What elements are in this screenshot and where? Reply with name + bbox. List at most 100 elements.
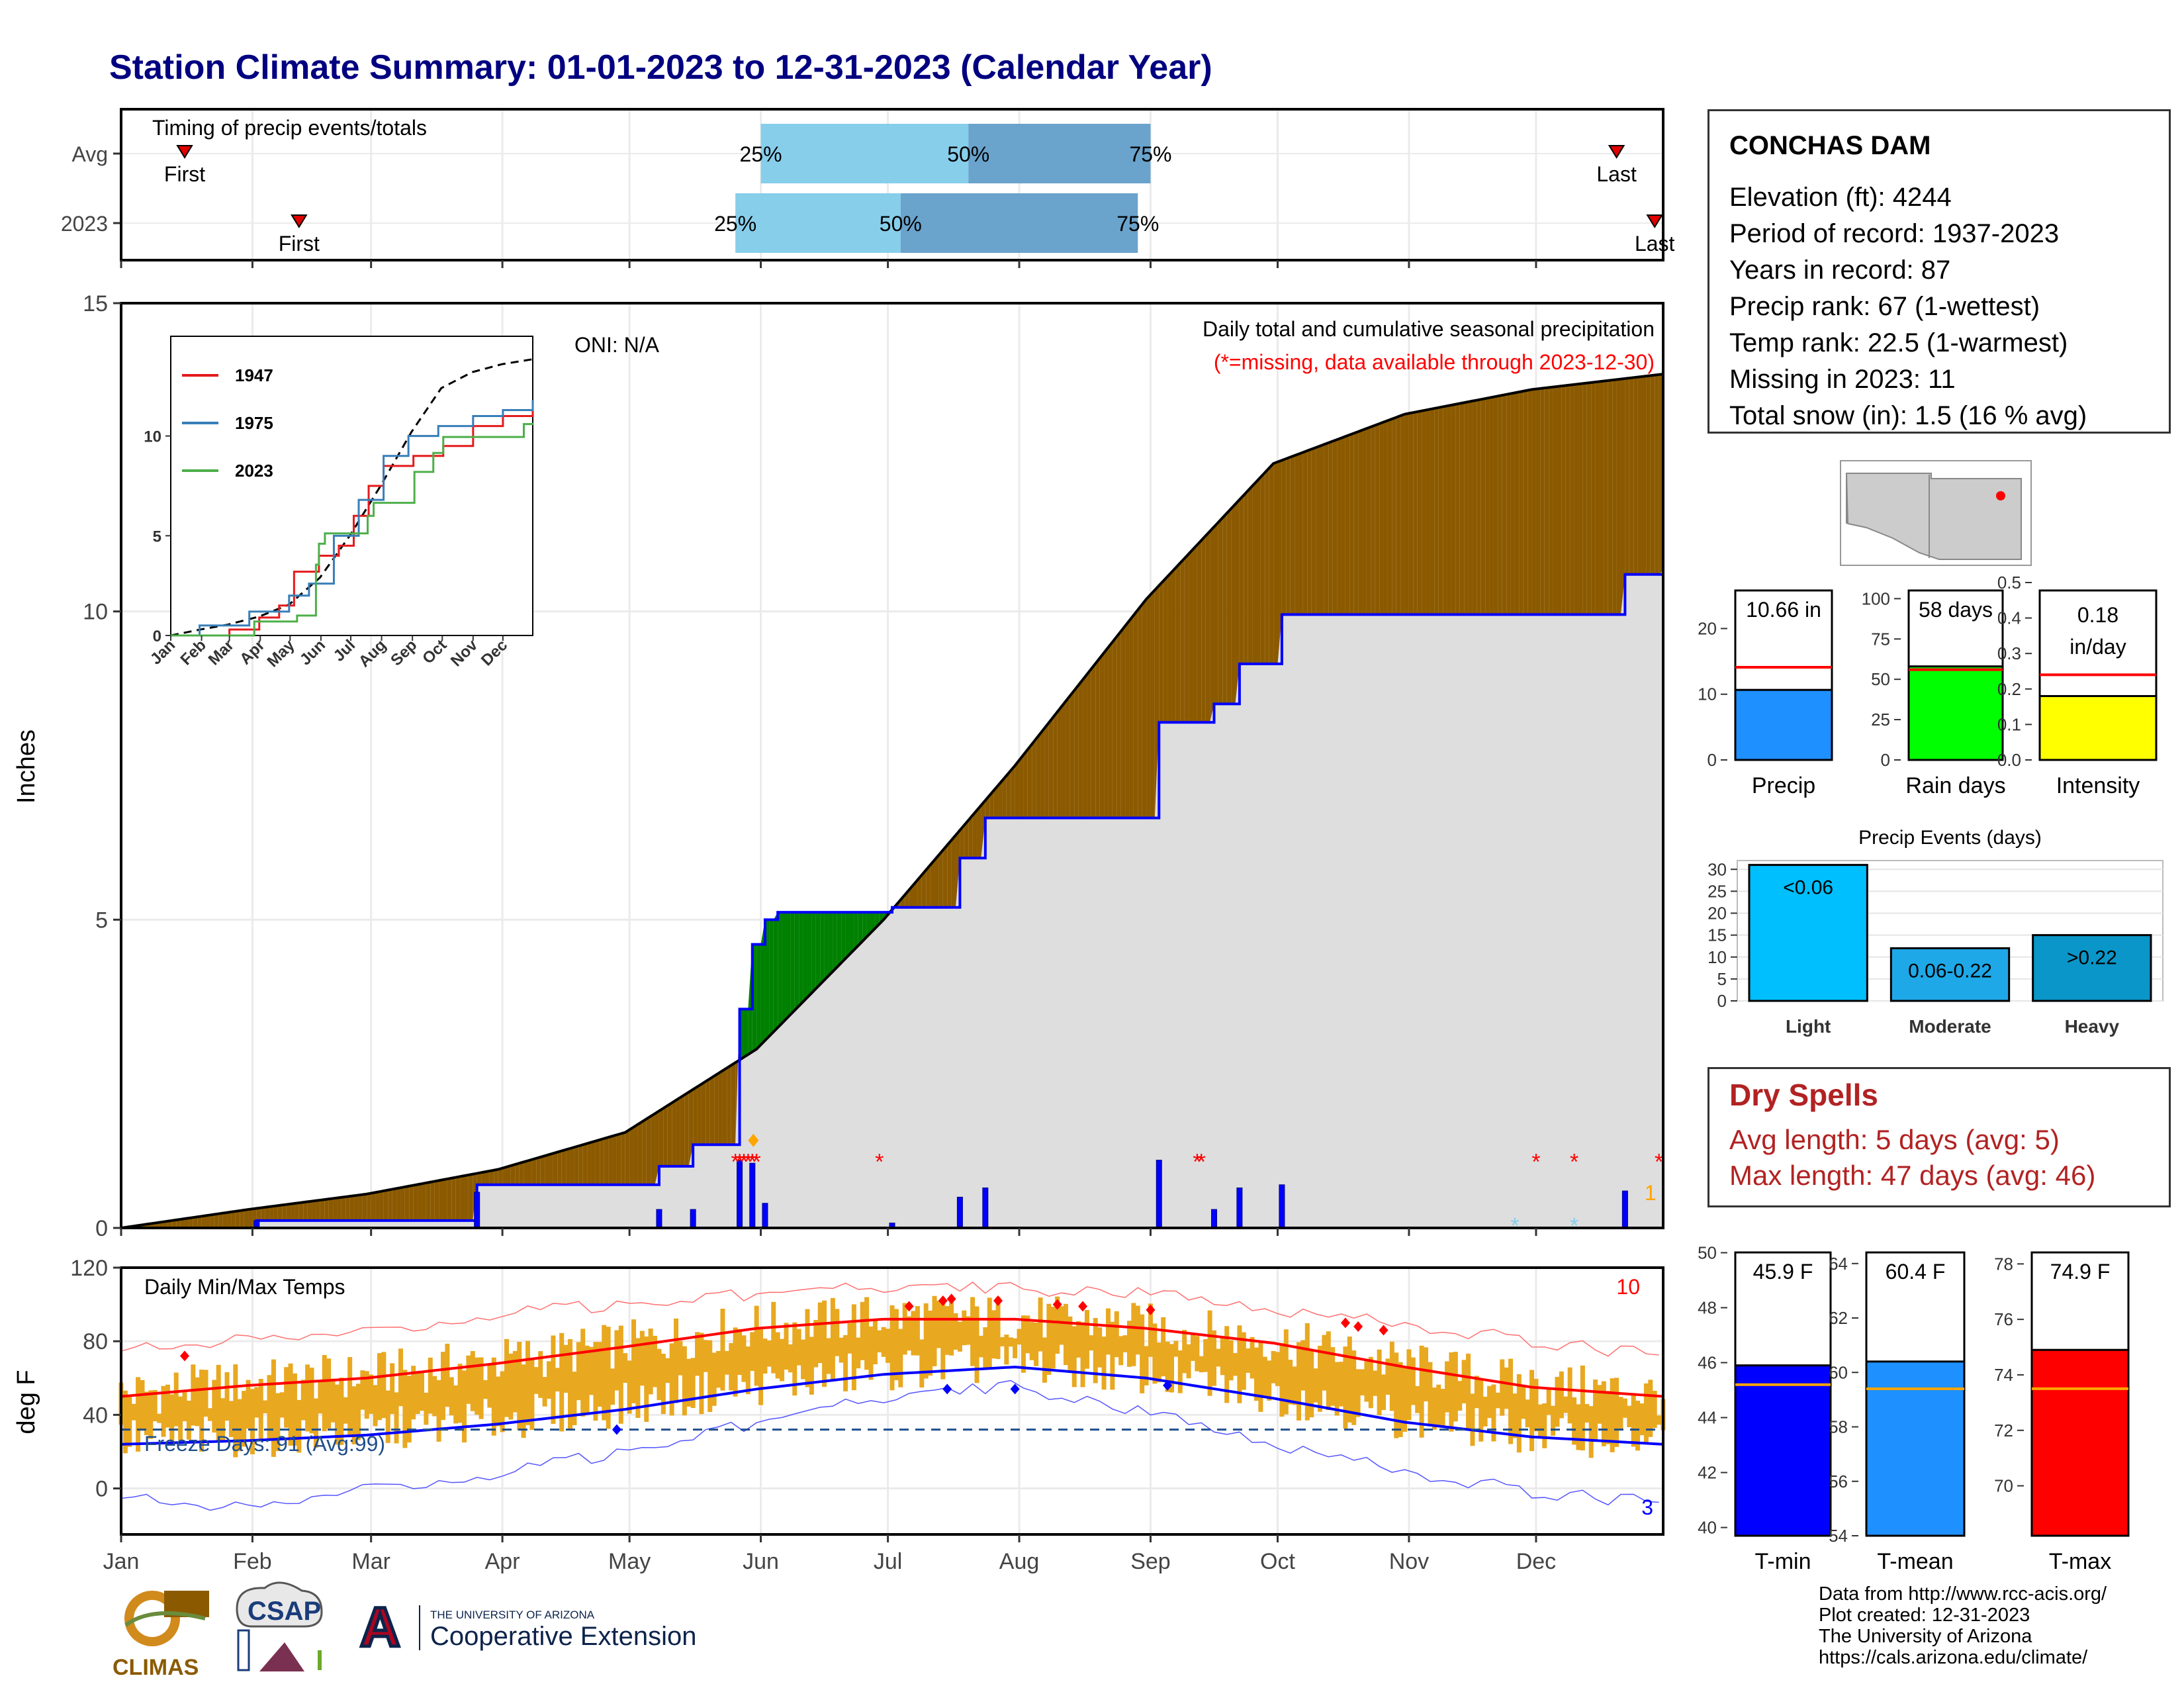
deficit-area <box>464 1174 469 1221</box>
deficit-area <box>1260 472 1265 664</box>
rain-days-value-bar <box>1907 665 2004 761</box>
locator-map <box>1840 460 2032 566</box>
deficit-area <box>362 1194 367 1221</box>
deficit-area <box>494 1169 498 1185</box>
deficit-area <box>921 870 927 908</box>
inset-legend-label: 2023 <box>235 461 273 481</box>
dry-spells-box: Dry Spells Avg length: 5 days (avg: 5) M… <box>1707 1067 2171 1207</box>
deficit-area <box>591 1141 596 1185</box>
snow-day-marker: * <box>1570 1213 1578 1239</box>
deficit-area <box>993 785 999 818</box>
surplus-area <box>807 912 812 998</box>
precip-events-ytick-label: 5 <box>1717 969 1727 989</box>
deficit-area <box>998 780 1003 818</box>
deficit-area <box>1248 486 1253 664</box>
deficit-area <box>1201 536 1206 723</box>
deficit-area <box>316 1199 320 1221</box>
deficit-area <box>515 1163 520 1185</box>
missing-day-marker: * <box>731 1150 740 1175</box>
deficit-area <box>375 1192 380 1221</box>
deficit-area <box>1095 658 1100 818</box>
temp-ytick-label: 120 <box>70 1256 108 1281</box>
last-event-label: Last <box>1596 162 1637 186</box>
inset-series-line <box>171 400 534 637</box>
deficit-area <box>379 1190 384 1221</box>
temp-mean-value-bar <box>1865 1360 1966 1537</box>
deficit-area <box>1006 771 1011 818</box>
inset-ytick-label: 0 <box>153 628 161 645</box>
month-tick-label: Nov <box>1389 1549 1429 1574</box>
deficit-area <box>1489 397 1494 615</box>
deficit-area <box>531 1158 537 1185</box>
deficit-area <box>1295 453 1299 615</box>
deficit-area <box>1464 402 1469 615</box>
station-line: Total snow (in): 1.5 (16 % avg) <box>1729 401 2087 430</box>
precip-total-value-label: 10.66 in <box>1746 598 1821 622</box>
deficit-area <box>506 1165 511 1185</box>
deficit-area <box>286 1203 291 1221</box>
precip-events-bar-label: 0.06-0.22 <box>1908 961 1992 982</box>
surplus-area <box>862 912 867 941</box>
month-tick-label: Jan <box>103 1549 140 1574</box>
temp-max-ytick-label: 74 <box>1994 1365 2013 1385</box>
climas-logo: CLIMAS <box>113 1591 209 1680</box>
deficit-area <box>1277 460 1282 664</box>
deficit-area <box>1540 388 1545 615</box>
station-line: Years in record: 87 <box>1729 256 1951 285</box>
surplus-area <box>845 912 850 959</box>
timing-title: Timing of precip events/totals <box>152 116 427 140</box>
deficit-area <box>252 1208 257 1228</box>
deficit-area <box>926 865 931 908</box>
deficit-area <box>1599 381 1604 615</box>
deficit-area <box>218 1213 223 1228</box>
inset-frame <box>170 336 533 636</box>
record-high-marker <box>1078 1301 1088 1312</box>
deficit-area <box>1451 404 1456 615</box>
deficit-area <box>1514 392 1520 615</box>
deficit-area <box>1574 384 1578 615</box>
timing-frame <box>120 108 1664 261</box>
surplus-area <box>866 912 871 937</box>
deficit-area <box>1074 684 1079 818</box>
deficit-area <box>595 1139 600 1185</box>
deficit-area <box>1535 388 1541 615</box>
rain-days-ytick-label: 50 <box>1871 669 1890 689</box>
footer-line: The University of Arizona <box>1819 1626 2032 1647</box>
temp-max-value-bar <box>2030 1348 2130 1537</box>
rain-days-ytick-label: 100 <box>1862 588 1890 608</box>
deficit-area <box>709 1076 715 1145</box>
snow-day-marker: * <box>1510 1213 1519 1239</box>
deficit-area <box>1586 382 1592 615</box>
deficit-area <box>498 1168 503 1185</box>
deficit-area <box>1108 641 1113 818</box>
record-high-marker <box>1052 1299 1062 1310</box>
deficit-area <box>1646 375 1651 575</box>
logos: CLIMAS CSAP A THE UNIVERSITY OF ARIZONA … <box>113 1581 696 1680</box>
footer-credits: Data from http://www.rcc-acis.org/ Plot … <box>1819 1583 2107 1668</box>
deficit-area <box>240 1209 244 1228</box>
deficit-area <box>1426 409 1430 615</box>
precip-ytick-label: 0 <box>95 1216 108 1241</box>
timing-pct-label: 75% <box>1129 142 1171 166</box>
deficit-area <box>1371 425 1375 615</box>
temp-mean-value-label: 60.4 F <box>1886 1260 1946 1284</box>
deficit-area <box>1493 396 1498 615</box>
deficit-area <box>913 880 918 908</box>
precip-events-ytick-label: 25 <box>1707 881 1727 901</box>
intensity-name-label: Intensity <box>2056 773 2140 798</box>
deficit-area <box>1040 727 1045 818</box>
deficit-area <box>697 1084 702 1145</box>
precip-frame <box>120 302 1664 1229</box>
deficit-area <box>430 1181 435 1221</box>
deficit-area <box>1218 518 1223 704</box>
deficit-area <box>298 1202 304 1221</box>
deficit-area <box>1083 674 1087 818</box>
deficit-area <box>439 1180 443 1221</box>
station-line: Missing in 2023: 11 <box>1729 365 1956 394</box>
deficit-area <box>197 1216 202 1228</box>
temp-mean-name-label: T-mean <box>1877 1549 1953 1574</box>
deficit-area <box>1281 458 1287 615</box>
deficit-area <box>320 1199 325 1221</box>
intensity-ytick-label: 0.0 <box>1997 750 2021 770</box>
deficit-area <box>1316 445 1320 615</box>
